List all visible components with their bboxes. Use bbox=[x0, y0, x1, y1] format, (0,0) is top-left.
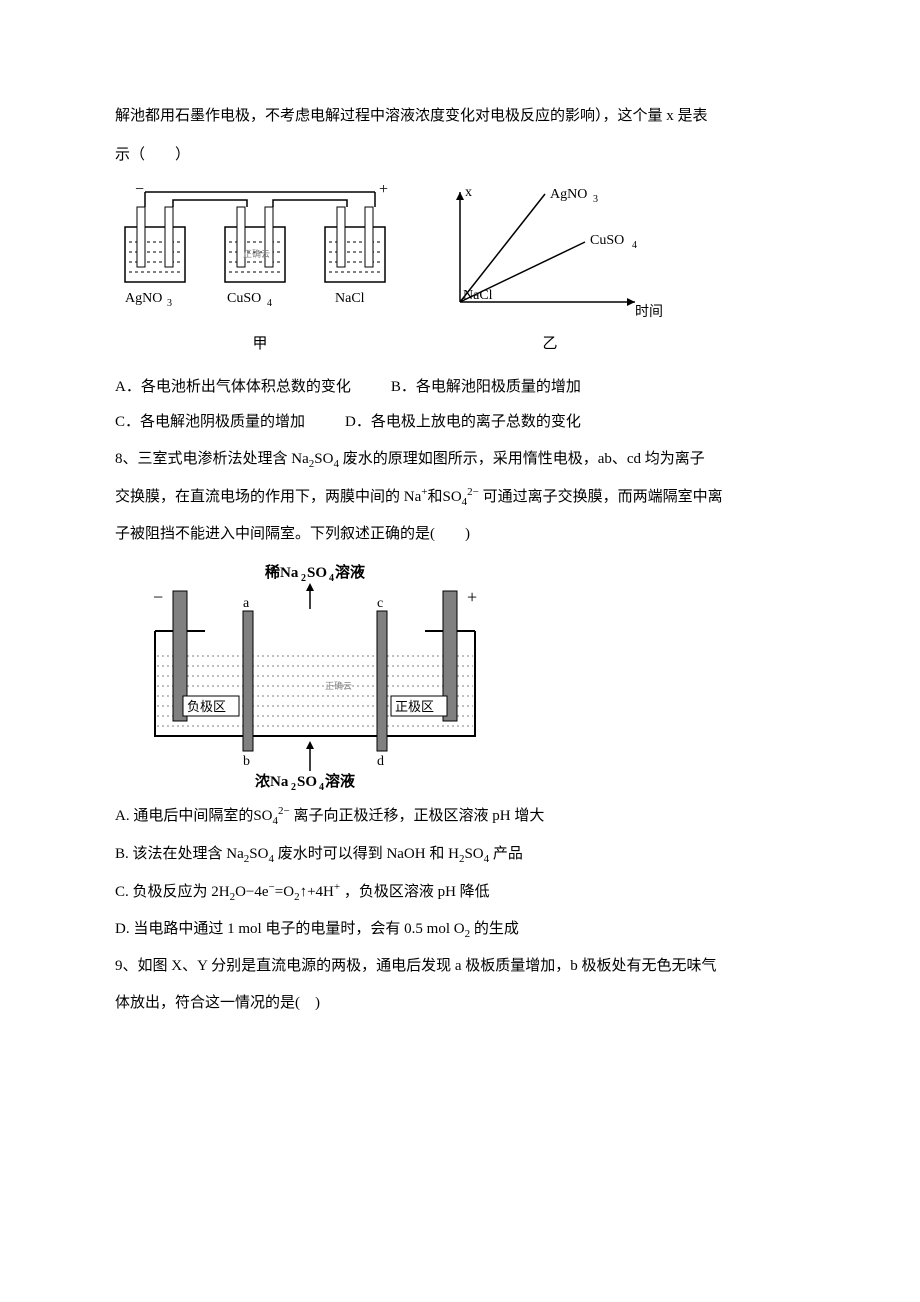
svg-text:b: b bbox=[243, 754, 250, 769]
svg-text:+: + bbox=[379, 182, 388, 198]
svg-text:CuSO: CuSO bbox=[227, 291, 261, 306]
svg-text:3: 3 bbox=[167, 298, 172, 309]
q8-stem-line2: 交换膜，在直流电场的作用下，两膜中间的 Na+和SO42− 可通过离子交换膜，而… bbox=[115, 480, 805, 514]
q8-figure: 稀Na2SO4溶液 − + bbox=[135, 561, 495, 791]
svg-text:−: − bbox=[153, 587, 163, 607]
q8-s2c: SO bbox=[442, 489, 461, 505]
q8-Db: 的生成 bbox=[470, 921, 519, 937]
q8-Ac: 离子向正极迁移，正极区溶液 pH 增大 bbox=[290, 808, 545, 824]
svg-text:AgNO: AgNO bbox=[550, 187, 587, 202]
svg-text:4: 4 bbox=[632, 240, 637, 251]
q8-s1b: SO bbox=[314, 451, 333, 467]
q8-s1a: 8、三室式电渗析法处理含 Na bbox=[115, 451, 309, 467]
svg-text:SO: SO bbox=[307, 565, 327, 581]
q8-Ca: C. 负极反应为 2H bbox=[115, 884, 230, 900]
q8-s2-sup2: 2− bbox=[467, 486, 479, 498]
q8-Cd: ↑+4H bbox=[300, 884, 334, 900]
svg-text:−: − bbox=[135, 182, 144, 198]
figure-jia: − + AgNO 3 bbox=[115, 182, 405, 322]
svg-text:溶液: 溶液 bbox=[335, 563, 366, 581]
q8-Bb: SO bbox=[249, 846, 268, 862]
q8-s2a: 交换膜，在直流电场的作用下，两膜中间的 Na bbox=[115, 489, 421, 505]
q8-Be: 产品 bbox=[489, 846, 523, 862]
q8-Cb: O−4e bbox=[235, 884, 268, 900]
q8-figure-wrap: 稀Na2SO4溶液 − + bbox=[135, 561, 805, 791]
q8-s2d: 可通过离子交换膜，而两端隔室中离 bbox=[479, 489, 723, 505]
svg-text:稀Na: 稀Na bbox=[265, 563, 299, 581]
svg-text:SO: SO bbox=[297, 774, 317, 790]
svg-text:2: 2 bbox=[301, 573, 306, 584]
q8-A-sup: 2− bbox=[278, 805, 290, 817]
intro-line2: 示（ ） bbox=[115, 139, 805, 172]
intro-line1: 解池都用石墨作电极，不考虑电解过程中溶液浓度变化对电极反应的影响），这个量 x … bbox=[115, 100, 805, 133]
svg-text:CuSO: CuSO bbox=[590, 233, 624, 248]
q8-answer-a: A. 通电后中间隔室的SO42− 离子向正极迁移，正极区溶液 pH 增大 bbox=[115, 799, 805, 833]
svg-text:d: d bbox=[377, 754, 384, 769]
q8-Ab: SO bbox=[253, 808, 272, 824]
caption-jia: 甲 bbox=[115, 328, 405, 361]
svg-text:a: a bbox=[243, 596, 250, 611]
svg-text:4: 4 bbox=[319, 782, 324, 791]
q8-stem-line1: 8、三室式电渗析法处理含 Na2SO4 废水的原理如图所示，采用惰性电极，ab、… bbox=[115, 443, 805, 476]
q8-Bd: SO bbox=[464, 846, 483, 862]
svg-text:时间: 时间 bbox=[635, 304, 663, 320]
figure-captions: 甲 乙 bbox=[115, 328, 805, 361]
q8-stem-line3: 子被阻挡不能进入中间隔室。下列叙述正确的是( ) bbox=[115, 518, 805, 551]
svg-text:+: + bbox=[467, 587, 477, 607]
q8-Bc: 废水时可以得到 NaOH 和 H bbox=[274, 846, 459, 862]
svg-text:4: 4 bbox=[329, 573, 334, 584]
caption-yi: 乙 bbox=[435, 328, 665, 361]
svg-text:3: 3 bbox=[593, 194, 598, 205]
q8-Aa: A. 通电后中间隔室的 bbox=[115, 808, 253, 824]
figure-row-jia-yi: − + AgNO 3 bbox=[115, 182, 805, 322]
q7-answer-c: C．各电解池阴极质量的增加 bbox=[115, 406, 305, 439]
svg-text:4: 4 bbox=[267, 298, 272, 309]
svg-text:浓Na: 浓Na bbox=[255, 773, 289, 790]
svg-text:正确云: 正确云 bbox=[325, 680, 352, 691]
q8-s1c: 废水的原理如图所示，采用惰性电极，ab、cd 均为离子 bbox=[339, 451, 705, 467]
svg-text:溶液: 溶液 bbox=[325, 772, 356, 790]
q7-answer-a: A．各电池析出气体体积总数的变化 bbox=[115, 371, 351, 404]
q8-answer-c: C. 负极反应为 2H2O−4e−=O2↑+4H+ ，负极区溶液 pH 降低 bbox=[115, 875, 805, 909]
svg-text:正确云: 正确云 bbox=[243, 248, 270, 259]
q7-row-cd: C．各电解池阴极质量的增加 D．各电极上放电的离子总数的变化 bbox=[115, 406, 805, 439]
q8-Ba: B. 该法在处理含 Na bbox=[115, 846, 244, 862]
svg-text:NaCl: NaCl bbox=[463, 288, 493, 303]
q8-Da: D. 当电路中通过 1 mol 电子的电量时，会有 0.5 mol O bbox=[115, 921, 465, 937]
q8-answer-b: B. 该法在处理含 Na2SO4 废水时可以得到 NaOH 和 H2SO4 产品 bbox=[115, 838, 805, 871]
q8-Ce: ，负极区溶液 pH 降低 bbox=[340, 884, 490, 900]
svg-text:负极区: 负极区 bbox=[187, 699, 226, 714]
svg-text:c: c bbox=[377, 596, 383, 611]
q8-s2b: 和 bbox=[427, 489, 442, 505]
svg-text:2: 2 bbox=[291, 782, 296, 791]
q7-answer-b: B．各电解池阳极质量的增加 bbox=[391, 371, 581, 404]
q9-stem-line2: 体放出，符合这一情况的是( ) bbox=[115, 987, 805, 1020]
svg-text:x: x bbox=[465, 185, 472, 200]
q7-row-ab: A．各电池析出气体体积总数的变化 B．各电解池阳极质量的增加 bbox=[115, 371, 805, 404]
figure-yi: x 时间 AgNO 3 CuSO 4 NaCl bbox=[435, 182, 665, 322]
q7-answer-d: D．各电极上放电的离子总数的变化 bbox=[345, 406, 581, 439]
svg-text:NaCl: NaCl bbox=[335, 291, 365, 306]
q8-Cc: =O bbox=[275, 884, 294, 900]
q9-stem-line1: 9、如图 X、Y 分别是直流电源的两极，通电后发现 a 极板质量增加，b 极板处… bbox=[115, 950, 805, 983]
q8-answer-d: D. 当电路中通过 1 mol 电子的电量时，会有 0.5 mol O2 的生成 bbox=[115, 913, 805, 946]
svg-text:正极区: 正极区 bbox=[395, 699, 434, 714]
svg-text:AgNO: AgNO bbox=[125, 291, 162, 306]
